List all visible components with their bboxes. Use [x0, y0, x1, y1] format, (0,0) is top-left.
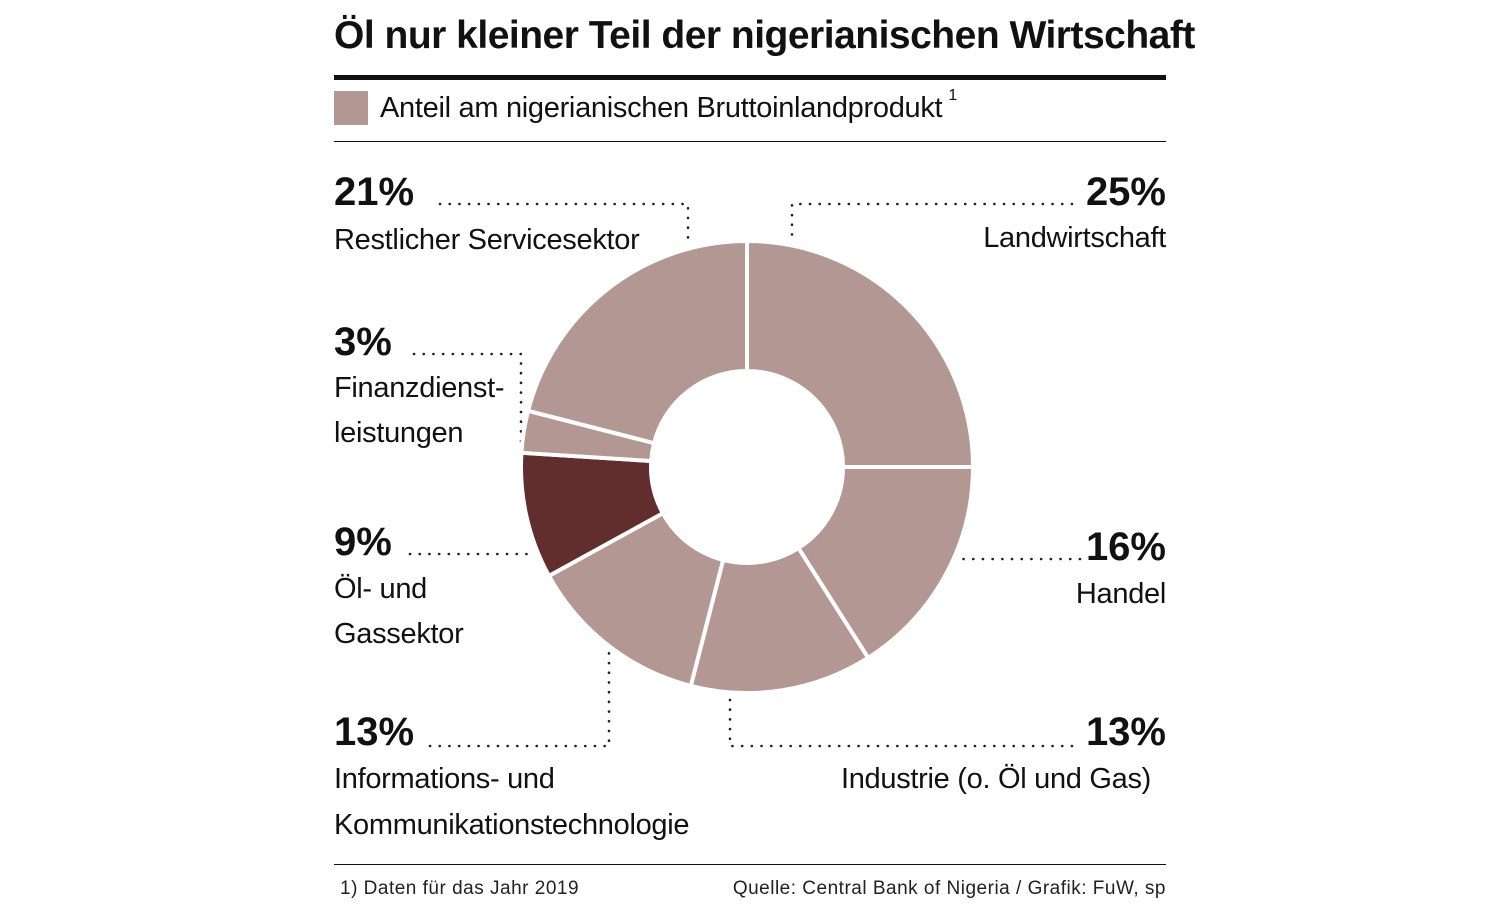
- data-label-ikt-line1: Informations- und: [334, 763, 555, 795]
- data-label-ikt-pct: 13%: [334, 710, 415, 754]
- data-label-industrie-pct: 13%: [1085, 710, 1166, 754]
- legend-rule: [334, 141, 1166, 142]
- data-label-finanz-pct: 3%: [334, 320, 392, 364]
- data-label-oel-pct: 9%: [334, 520, 392, 564]
- leader-finanz: [412, 352, 523, 454]
- data-label-industrie-name: Industrie (o. Öl und Gas): [840, 763, 1151, 795]
- data-label-service-pct: 21%: [334, 170, 415, 214]
- donut-slice-restlicher-servicesektor: [525, 238, 749, 446]
- donut-slice-landwirtschaft: [745, 238, 976, 469]
- donut-slice-informations-und-kommunikationstechnologie: [546, 510, 726, 689]
- footer-rule: [334, 864, 1166, 865]
- legend-label: Anteil am nigerianischen Bruttoinlandpro…: [380, 91, 943, 124]
- data-label-finanz-line1: Finanzdienst-: [334, 372, 505, 404]
- legend: Anteil am nigerianischen Bruttoinlandpro…: [334, 86, 957, 128]
- data-label-oel-line1: Öl- und: [334, 573, 427, 605]
- donut-slices: [519, 238, 976, 695]
- leader-lines: [408, 202, 1082, 748]
- data-label-service-name: Restlicher Servicesektor: [334, 224, 640, 256]
- data-label-handel-pct: 16%: [1085, 525, 1166, 569]
- data-label-landwirtschaft-pct: 25%: [1085, 170, 1166, 214]
- donut-slice-handel: [795, 465, 976, 661]
- donut-slice-industrie-o-öl-und-gas: [688, 545, 871, 695]
- title-rule: [334, 75, 1166, 80]
- leader-industrie: [728, 692, 1074, 748]
- legend-swatch: [334, 91, 368, 125]
- data-label-landwirtschaft-name: Landwirtschaft: [983, 222, 1166, 254]
- data-label-finanz-line2: leistungen: [334, 417, 464, 449]
- leader-ikt: [428, 644, 611, 748]
- data-label-handel-name: Handel: [1075, 578, 1166, 610]
- chart-title: Öl nur kleiner Teil der nigerianischen W…: [334, 14, 1195, 57]
- data-label-ikt-line2: Kommunikationstechnologie: [334, 809, 690, 841]
- footnote: 1) Daten für das Jahr 2019: [340, 878, 580, 899]
- source-credit: Quelle: Central Bank of Nigeria / Grafik…: [732, 878, 1166, 899]
- legend-footnote-ref: 1: [948, 86, 957, 104]
- data-label-oel-line2: Gassektor: [334, 618, 464, 650]
